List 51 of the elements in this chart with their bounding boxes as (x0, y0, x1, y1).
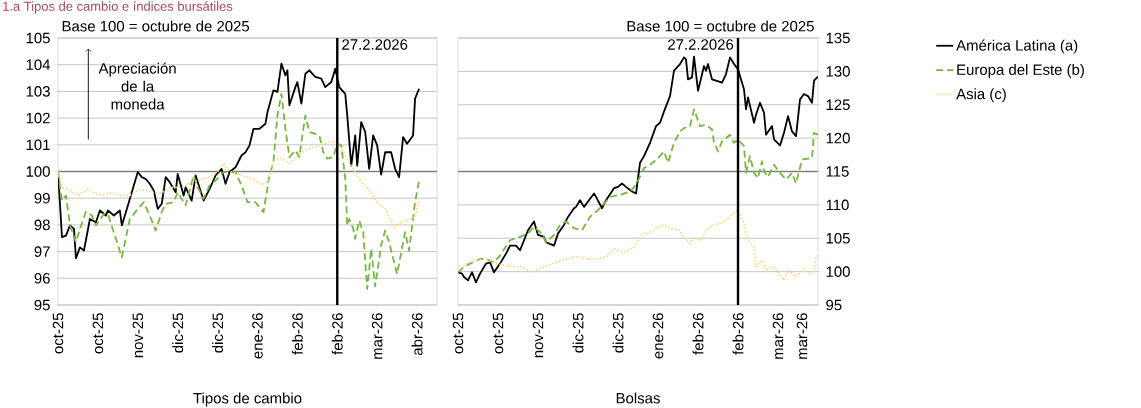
x-tick-label: oct-25 (492, 313, 504, 354)
y-tick-label: 135 (826, 32, 850, 44)
chart-title: 1.a Tipos de cambio e índices bursátiles (3, 1, 233, 14)
y-tick-label: 96 (34, 273, 50, 284)
y-tick-label: 110 (826, 199, 849, 211)
x-tick-label: nov-25 (132, 313, 144, 358)
x-tick-label: mar-26 (772, 313, 784, 359)
y-tick-label: 102 (26, 112, 50, 124)
x-tick-label: feb-26 (291, 313, 303, 355)
x-tick-label: dic-25 (212, 313, 224, 353)
legend-label: Europa del Este (b) (957, 64, 1084, 78)
y-tick-label: 105 (826, 232, 850, 244)
x-tick-label: feb-26 (331, 313, 343, 355)
x-tick-label: feb-26 (692, 313, 704, 355)
y-tick-label: 99 (34, 192, 50, 204)
y-tick-label: 130 (826, 66, 850, 77)
x-tick-label: ene-26 (252, 313, 263, 359)
x-tick-label: oct-25 (452, 313, 464, 354)
x-tick-label: oct-25 (52, 313, 64, 354)
y-tick-label: 125 (826, 99, 850, 111)
x-tick-label: mar-26 (371, 313, 383, 359)
y-tick-label: 101 (26, 139, 50, 151)
x-tick-label: mar-26 (796, 313, 808, 359)
y-tick-label: 120 (826, 132, 850, 144)
ref-line-label: 27.2.2026 (342, 39, 408, 50)
chart-subtitle: Base 100 = octubre de 2025 (62, 20, 250, 32)
y-tick-label: 105 (26, 32, 50, 44)
x-tick-label: dic-25 (612, 313, 624, 353)
y-tick-label: 104 (26, 59, 51, 70)
y-tick-label: 103 (26, 86, 50, 97)
ref-line-label: 27.2.2026 (668, 39, 734, 50)
x-axis-title: Bolsas (616, 392, 660, 404)
y-tick-label: 115 (826, 166, 849, 177)
legend-label: América Latina (a) (956, 39, 1078, 54)
x-tick-label: ene-26 (652, 313, 664, 359)
x-tick-label: nov-25 (532, 313, 544, 358)
legend-label: Asia (c) (956, 88, 1006, 103)
x-tick-label: oct-25 (92, 313, 104, 354)
x-tick-label: dic-25 (572, 313, 584, 353)
y-tick-label: 95 (34, 299, 50, 311)
x-axis-title: Tipos de cambio (193, 392, 302, 407)
y-tick-label: 100 (26, 166, 50, 177)
y-tick-label: 95 (826, 299, 842, 311)
x-tick-label: abr-26 (411, 313, 423, 356)
y-tick-label: 97 (34, 246, 50, 257)
chart-subtitle: Base 100 = octubre de 2025 (627, 20, 814, 32)
x-tick-label: dic-25 (172, 313, 184, 353)
y-tick-label: 100 (826, 266, 850, 277)
y-tick-label: 98 (34, 219, 50, 231)
x-tick-label: feb-26 (732, 313, 744, 355)
annotation: Apreciación de la moneda (98, 62, 176, 110)
